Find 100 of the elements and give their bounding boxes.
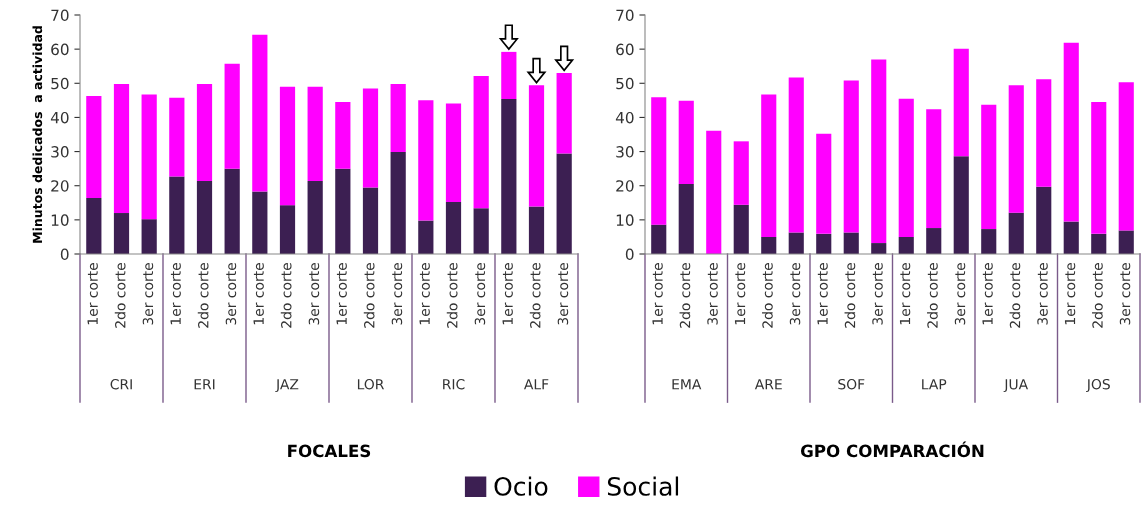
bar: [362, 88, 379, 188]
x-tick-label: 2do corte: [844, 263, 856, 328]
text: LOR: [357, 378, 385, 390]
bar: [335, 168, 351, 254]
bar: [1036, 186, 1052, 254]
x-tick-label: 1er corte: [817, 263, 828, 325]
x-tick-label: 3er corte: [142, 263, 154, 325]
x-tick-label: 1er corte: [336, 263, 347, 325]
bar: [678, 184, 694, 254]
x-tick-label: 3er corte: [789, 263, 801, 325]
y-tick-label: 50: [51, 77, 69, 90]
bar: [871, 59, 887, 244]
bar: [473, 208, 489, 254]
bar: [169, 97, 185, 177]
bar: [1036, 79, 1052, 187]
bar: [953, 156, 969, 254]
x-tick-label: 1er corte: [502, 263, 513, 325]
bar: [898, 236, 914, 254]
y-tick-label: 40: [50, 111, 69, 124]
bar: [981, 229, 997, 254]
bar: [113, 213, 130, 254]
x-tick-label: 1er corte: [652, 263, 663, 325]
bar: [279, 205, 296, 254]
bar: [418, 100, 434, 221]
bar: [898, 98, 914, 237]
bar: [196, 83, 213, 181]
x-tick-label: 2do corte: [529, 263, 541, 328]
bar: [843, 80, 859, 233]
y-tick-label: 70: [616, 9, 634, 22]
bar: [113, 83, 130, 214]
x-tick-label: 2do corte: [197, 263, 209, 328]
bar: [169, 176, 185, 254]
bar: [678, 100, 694, 185]
x-tick-label: 3er corte: [1119, 263, 1131, 325]
y-tick-label: 0: [625, 248, 634, 261]
x-tick-label: 2do corte: [363, 263, 375, 328]
bar: [307, 86, 323, 181]
x-tick-label: 2do corte: [114, 263, 126, 328]
x-tick-label: 2do corte: [1009, 263, 1021, 328]
bar: [501, 98, 517, 254]
x-tick-label: 2do corte: [1092, 263, 1103, 328]
bar: [556, 153, 572, 254]
bar: [445, 202, 462, 254]
text: CRI: [110, 378, 132, 390]
bar: [1063, 221, 1079, 254]
x-tick-label: 1er corte: [170, 263, 181, 325]
bar: [816, 133, 832, 234]
y-tick-label: 20: [616, 180, 634, 192]
x-tick-label: 3er corte: [954, 263, 966, 325]
text: JAZ: [275, 379, 299, 393]
text: SOF: [838, 378, 865, 390]
bar: [706, 130, 722, 254]
x-tick-label: 1er corte: [1064, 263, 1076, 325]
x-tick-label: 2do corte: [679, 263, 691, 328]
y-tick-label: 30: [616, 146, 634, 158]
bar: [788, 77, 804, 233]
bar: [651, 97, 667, 225]
x-tick-label: 2do corte: [762, 263, 773, 328]
x-tick-label: 1er corte: [734, 263, 746, 325]
x-tick-label: 3er corte: [557, 263, 569, 325]
bar: [953, 48, 969, 157]
y-tick-label: 0: [60, 248, 69, 261]
bar: [390, 83, 406, 152]
bar: [224, 168, 240, 254]
bar: [981, 104, 997, 230]
x-tick-label: 1er corte: [419, 263, 430, 325]
x-tick-label: 2do corte: [927, 263, 938, 328]
bar: [1091, 233, 1107, 254]
bar: [1008, 212, 1024, 254]
x-tick-label: 1er corte: [253, 263, 264, 325]
x-tick-label: 2do corte: [280, 263, 292, 328]
legend-label: Ocio: [494, 476, 548, 496]
y-tick-label: 30: [51, 146, 69, 158]
bar: [1008, 85, 1024, 213]
bar: [733, 204, 749, 254]
y-tick-label: 10: [616, 214, 634, 226]
x-tick-label: 1er corte: [87, 263, 98, 325]
legend-label: Social: [607, 476, 679, 496]
bar: [307, 180, 323, 254]
x-tick-label: 1er corte: [982, 263, 993, 325]
x-axis-title: FOCALES: [288, 444, 371, 458]
y-tick-label: 40: [615, 111, 634, 124]
y-tick-label: 20: [51, 180, 69, 192]
text: RIC: [443, 378, 465, 390]
text: JOS: [1086, 378, 1110, 393]
bar: [528, 206, 545, 254]
y-tick-label: 10: [51, 214, 69, 226]
bar: [733, 141, 749, 205]
bar: [252, 191, 268, 254]
bar: [788, 232, 804, 254]
x-tick-label: 2do corte: [446, 263, 458, 328]
x-tick-label: 3er corte: [391, 263, 403, 325]
text: ARE: [754, 379, 782, 390]
bar: [141, 94, 157, 220]
bar: [279, 86, 296, 206]
bar: [761, 236, 777, 254]
x-tick-label: 3er corte: [225, 263, 237, 325]
y-tick-label: 70: [51, 9, 69, 22]
bar: [141, 219, 157, 254]
bar: [651, 224, 667, 254]
